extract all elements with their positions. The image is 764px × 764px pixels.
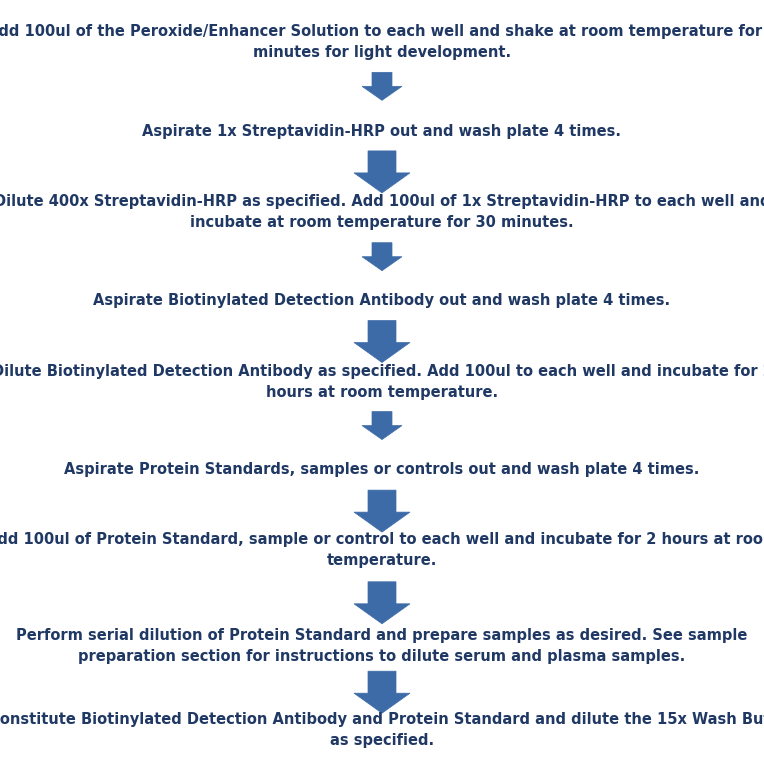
Polygon shape [354, 490, 410, 532]
Polygon shape [354, 321, 410, 362]
Text: Aspirate 1x Streptavidin-HRP out and wash plate 4 times.: Aspirate 1x Streptavidin-HRP out and was… [143, 124, 621, 139]
Text: Dilute 400x Streptavidin-HRP as specified. Add 100ul of 1x Streptavidin-HRP to e: Dilute 400x Streptavidin-HRP as specifie… [0, 194, 764, 231]
Text: Add 100ul of Protein Standard, sample or control to each well and incubate for 2: Add 100ul of Protein Standard, sample or… [0, 532, 764, 568]
Polygon shape [354, 582, 410, 623]
Polygon shape [362, 243, 402, 270]
Polygon shape [362, 412, 402, 439]
Text: Aspirate Biotinylated Detection Antibody out and wash plate 4 times.: Aspirate Biotinylated Detection Antibody… [93, 293, 671, 308]
Polygon shape [354, 672, 410, 713]
Polygon shape [354, 151, 410, 193]
Text: Dilute Biotinylated Detection Antibody as specified. Add 100ul to each well and : Dilute Biotinylated Detection Antibody a… [0, 364, 764, 400]
Text: Add 100ul of the Peroxide/Enhancer Solution to each well and shake at room tempe: Add 100ul of the Peroxide/Enhancer Solut… [0, 24, 764, 60]
Text: Aspirate Protein Standards, samples or controls out and wash plate 4 times.: Aspirate Protein Standards, samples or c… [64, 462, 700, 478]
Text: Reconstitute Biotinylated Detection Antibody and Protein Standard and dilute the: Reconstitute Biotinylated Detection Anti… [0, 711, 764, 748]
Polygon shape [362, 73, 402, 100]
Text: Perform serial dilution of Protein Standard and prepare samples as desired. See : Perform serial dilution of Protein Stand… [16, 627, 748, 664]
